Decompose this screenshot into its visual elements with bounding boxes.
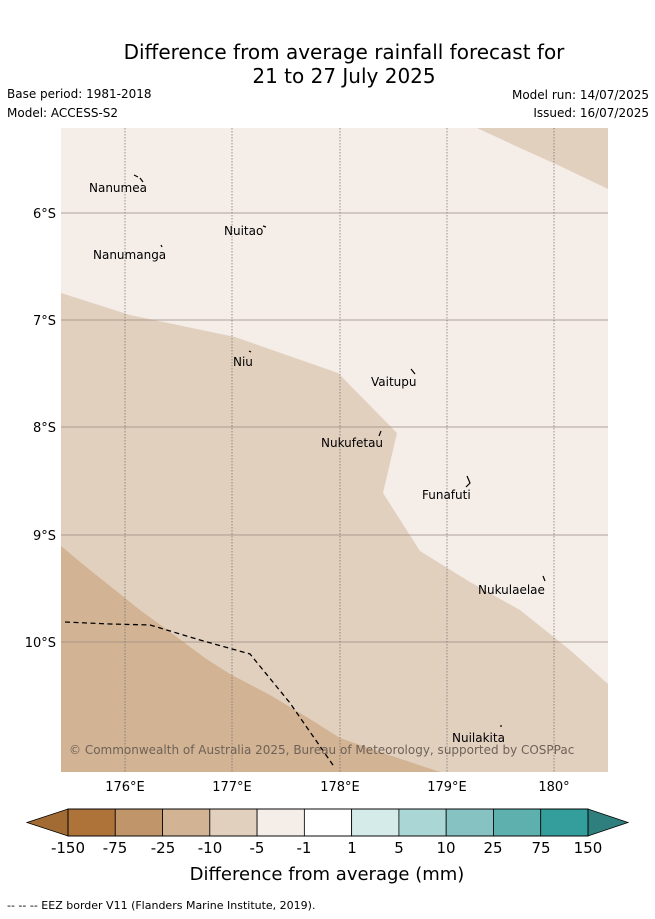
island-label-nukufetau: Nukufetau [321,436,383,450]
lon-label: 179°E [427,780,467,795]
lon-gridlines [124,128,555,772]
colorbar-tick: -10 [198,839,223,857]
issued-date: Issued: 16/07/2025 [533,106,649,120]
colorbar-tick: -1 [297,839,312,857]
colorbar-outline [67,808,589,837]
title-line-2: 21 to 27 July 2025 [252,64,436,88]
island-nuitao-shape [262,225,267,228]
colorbar-over-arrow [587,808,630,837]
anomaly-region-minus10 [61,293,608,772]
colorbar-cell [303,808,353,837]
colorbar-tick: 1 [347,839,357,857]
title-line-1: Difference from average rainfall forecas… [123,40,565,64]
base-period: Base period: 1981-2018 [7,87,152,101]
colorbar-cell [445,808,494,837]
eez-footnote: -- -- -- EEZ border V11 (Flanders Marine… [7,899,316,912]
island-label-funafuti: Funafuti [422,488,471,502]
lon-label: 178°E [320,780,360,795]
island-niu-shape [248,350,252,353]
colorbar-tick: 150 [574,839,603,857]
island-label-vaitupu: Vaitupu [371,375,417,389]
lon-labels: 176°E 177°E 178°E 179°E 180° [105,780,569,795]
model-run: Model run: 14/07/2025 [511,88,649,102]
colorbar-tick: -150 [51,839,85,857]
colorbar-label: Difference from average (mm) [190,864,465,885]
colorbar-cell [114,808,163,837]
lat-label: 9°S [33,529,56,544]
lat-gridlines [61,212,608,643]
island-nanumea-shape [133,174,144,183]
anomaly-region-minus25 [61,546,440,772]
lon-label: 177°E [212,780,252,795]
island-nukufetau-shape [378,430,382,437]
lat-label: 7°S [33,314,56,329]
island-funafuti-shape [465,475,471,488]
island-nukulaelae-shape [542,575,546,582]
island-label-nanumanga: Nanumanga [93,248,166,262]
island-shapes [133,174,546,727]
lat-label: 8°S [33,421,56,436]
lon-label: 176°E [105,780,145,795]
colorbar-cell [540,808,589,837]
copyright-text: © Commonwealth of Australia 2025, Bureau… [69,743,574,757]
island-label-nuitao: Nuitao [224,224,263,238]
island-vaitupu-shape [410,368,416,375]
island-nanumanga-shape [160,244,163,248]
island-label-niu: Niu [233,355,253,369]
island-label-nukulaelae: Nukulaelae [478,583,545,597]
colorbar-under-arrow [25,808,69,837]
colorbar-tick: -75 [103,839,128,857]
colorbar-tick: 5 [394,839,404,857]
colorbar-tick: -5 [250,839,265,857]
colorbar-tick: 10 [436,839,455,857]
anomaly-region-corner [477,128,608,189]
lat-labels: 6°S 7°S 8°S 9°S 10°S [25,207,56,651]
colorbar-cell [351,808,400,837]
colorbar-cell [67,808,116,837]
colorbar-tick: 25 [483,839,502,857]
colorbar-tick: -25 [151,839,176,857]
island-labels: Nanumea Nuitao Nanumanga Niu Vaitupu Nuk… [89,181,545,745]
colorbar-cell [209,808,258,837]
colorbar [25,808,630,837]
eez-border [64,621,336,769]
colorbar-cell [493,808,542,837]
model-name: Model: ACCESS-S2 [7,106,119,120]
island-label-nuilakita: Nuilakita [452,731,505,745]
lon-label: 180° [538,780,569,795]
lat-label: 6°S [33,207,56,222]
colorbar-cell [162,808,211,837]
colorbar-tick: 75 [531,839,550,857]
lat-label: 10°S [25,636,56,651]
island-label-nanumea: Nanumea [89,181,147,195]
colorbar-ticks: -150 -75 -25 -10 -5 -1 1 5 10 25 75 150 [51,839,602,857]
colorbar-cell [256,808,305,837]
colorbar-cell [398,808,447,837]
